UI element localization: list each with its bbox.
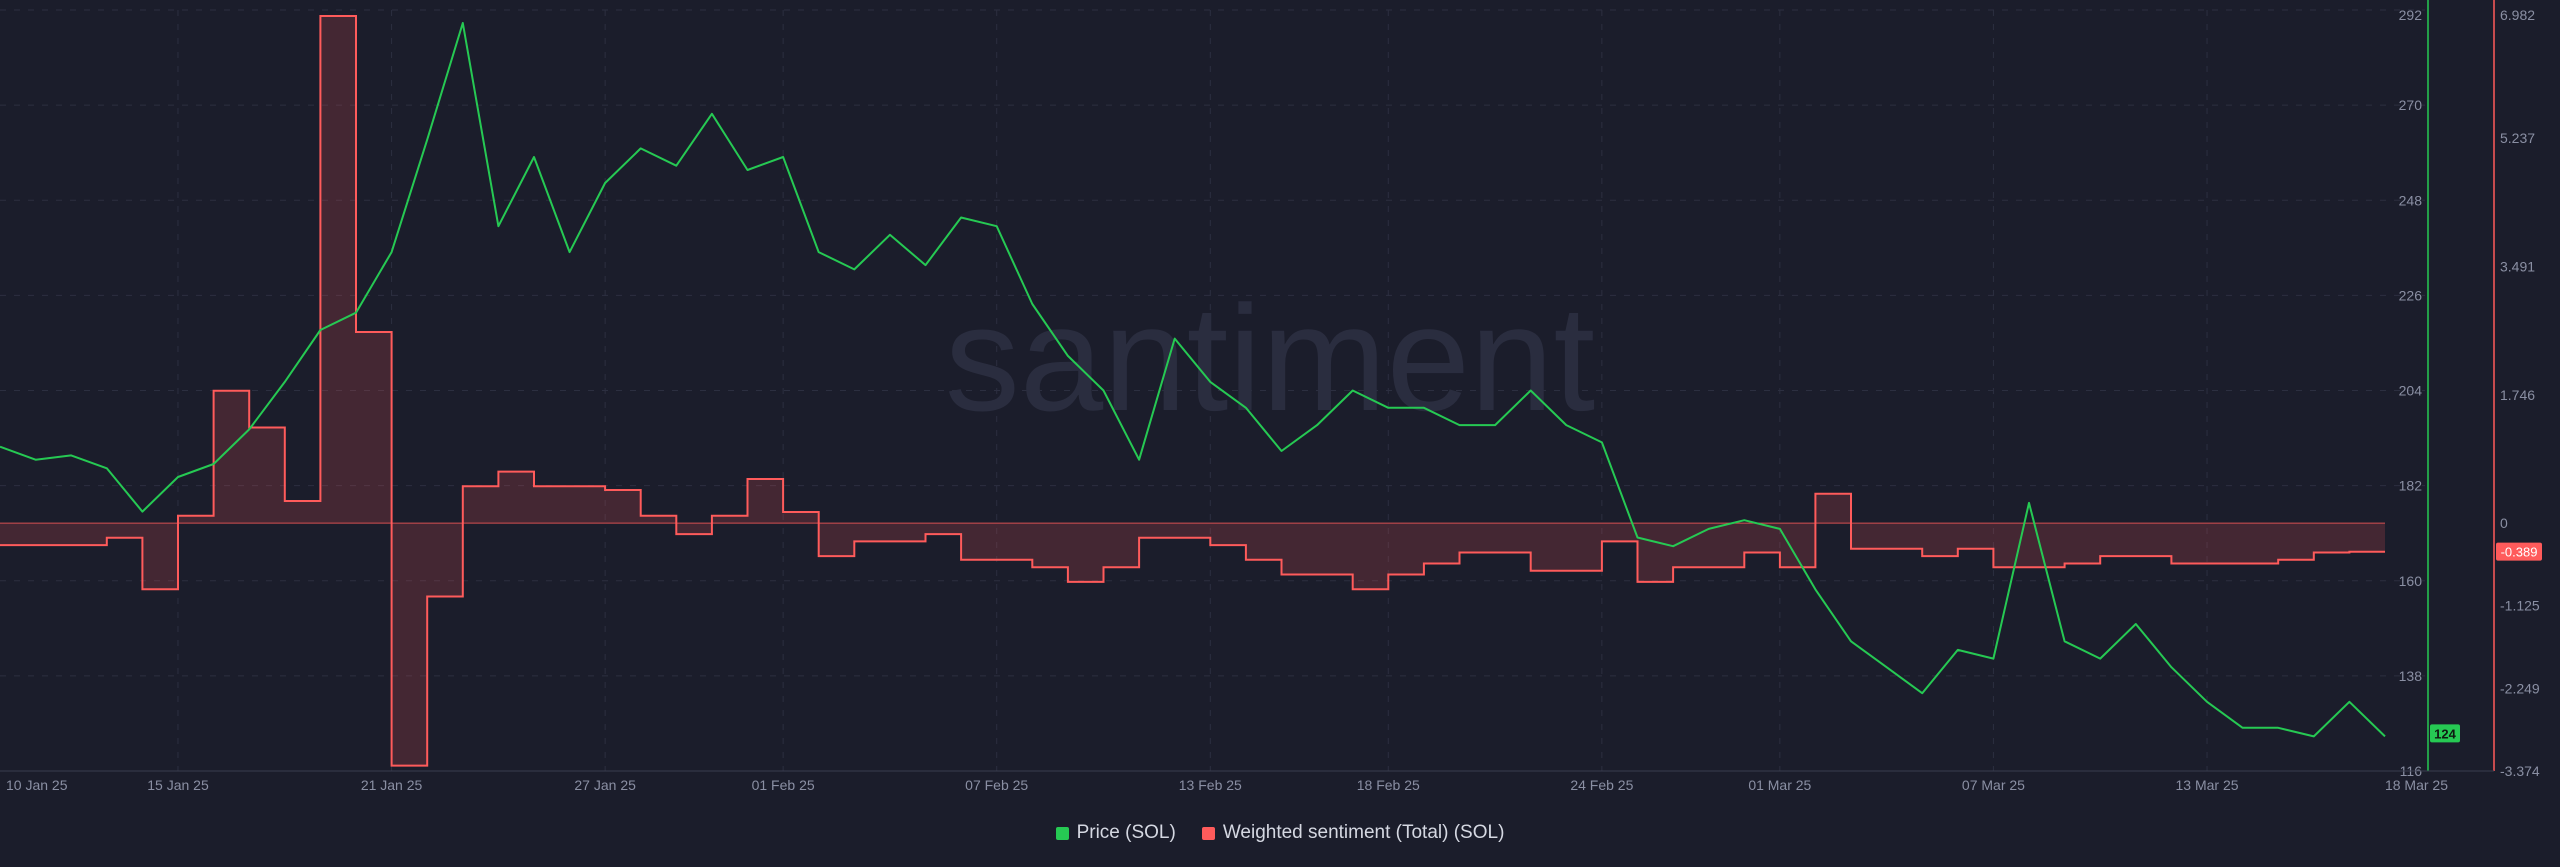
price-tick-label: 226 [2399,287,2423,303]
x-tick-label: 21 Jan 25 [361,777,423,793]
legend-label-price: Price (SOL) [1076,822,1176,843]
axes: 2922702482262041821601381166.9825.2373.4… [0,0,2542,793]
x-tick-label: 24 Feb 25 [1570,777,1633,793]
sentiment-series [0,15,2385,767]
sentiment-tick-label: 1.746 [2500,387,2535,403]
price-tick-label: 248 [2399,192,2423,208]
price-line [0,22,2386,738]
price-last-value-label: 124 [2434,726,2456,741]
watermark: santiment [945,274,1595,442]
sentiment-last-value-badge [2496,542,2542,561]
sentiment-tick-label: -1.125 [2500,598,2540,614]
x-tick-label: 18 Mar 25 [2385,777,2448,793]
legend-item-sentiment[interactable]: Weighted sentiment (Total) (SOL) [1201,822,1505,844]
grid [0,9,2425,772]
legend: Price (SOL) Weighted sentiment (Total) (… [0,822,2560,844]
sentiment-tick-label: 0 [2500,515,2508,531]
sentiment-last-value-label: -0.389 [2501,545,2538,560]
x-tick-label: 18 Feb 25 [1357,777,1420,793]
x-tick-label: 10 Jan 25 [6,777,68,793]
sentiment-tick-label: 3.491 [2500,259,2535,275]
price-tick-label: 204 [2399,383,2423,399]
x-tick-label: 07 Mar 25 [1962,777,2025,793]
x-tick-label: 07 Feb 25 [965,777,1028,793]
sentiment-line [0,15,2385,767]
price-tick-label: 270 [2399,97,2423,113]
legend-swatch-sentiment [1201,826,1215,840]
price-tick-label: 138 [2399,668,2423,684]
x-tick-label: 01 Mar 25 [1748,777,1811,793]
legend-item-price[interactable]: Price (SOL) [1055,822,1176,844]
sentiment-tick-label: -2.249 [2500,680,2540,696]
price-tick-label: 160 [2399,573,2423,589]
sentiment-tick-label: -3.374 [2500,763,2540,779]
x-tick-label: 01 Feb 25 [752,777,815,793]
sentiment-tick-label: 5.237 [2500,130,2535,146]
price-tick-label: 182 [2399,478,2423,494]
x-tick-label: 27 Jan 25 [574,777,636,793]
price-last-value-badge [2430,724,2460,743]
legend-label-sentiment: Weighted sentiment (Total) (SOL) [1222,822,1505,843]
x-tick-label: 15 Jan 25 [147,777,209,793]
sentiment-tick-label: 6.982 [2500,7,2535,23]
x-tick-label: 13 Mar 25 [2175,777,2238,793]
legend-swatch-price [1055,826,1069,840]
price-series [0,22,2386,738]
price-tick-label: 292 [2399,7,2423,23]
x-tick-label: 13 Feb 25 [1179,777,1242,793]
chart-svg: santiment 2922702482262041821601381166.9… [0,0,2542,793]
